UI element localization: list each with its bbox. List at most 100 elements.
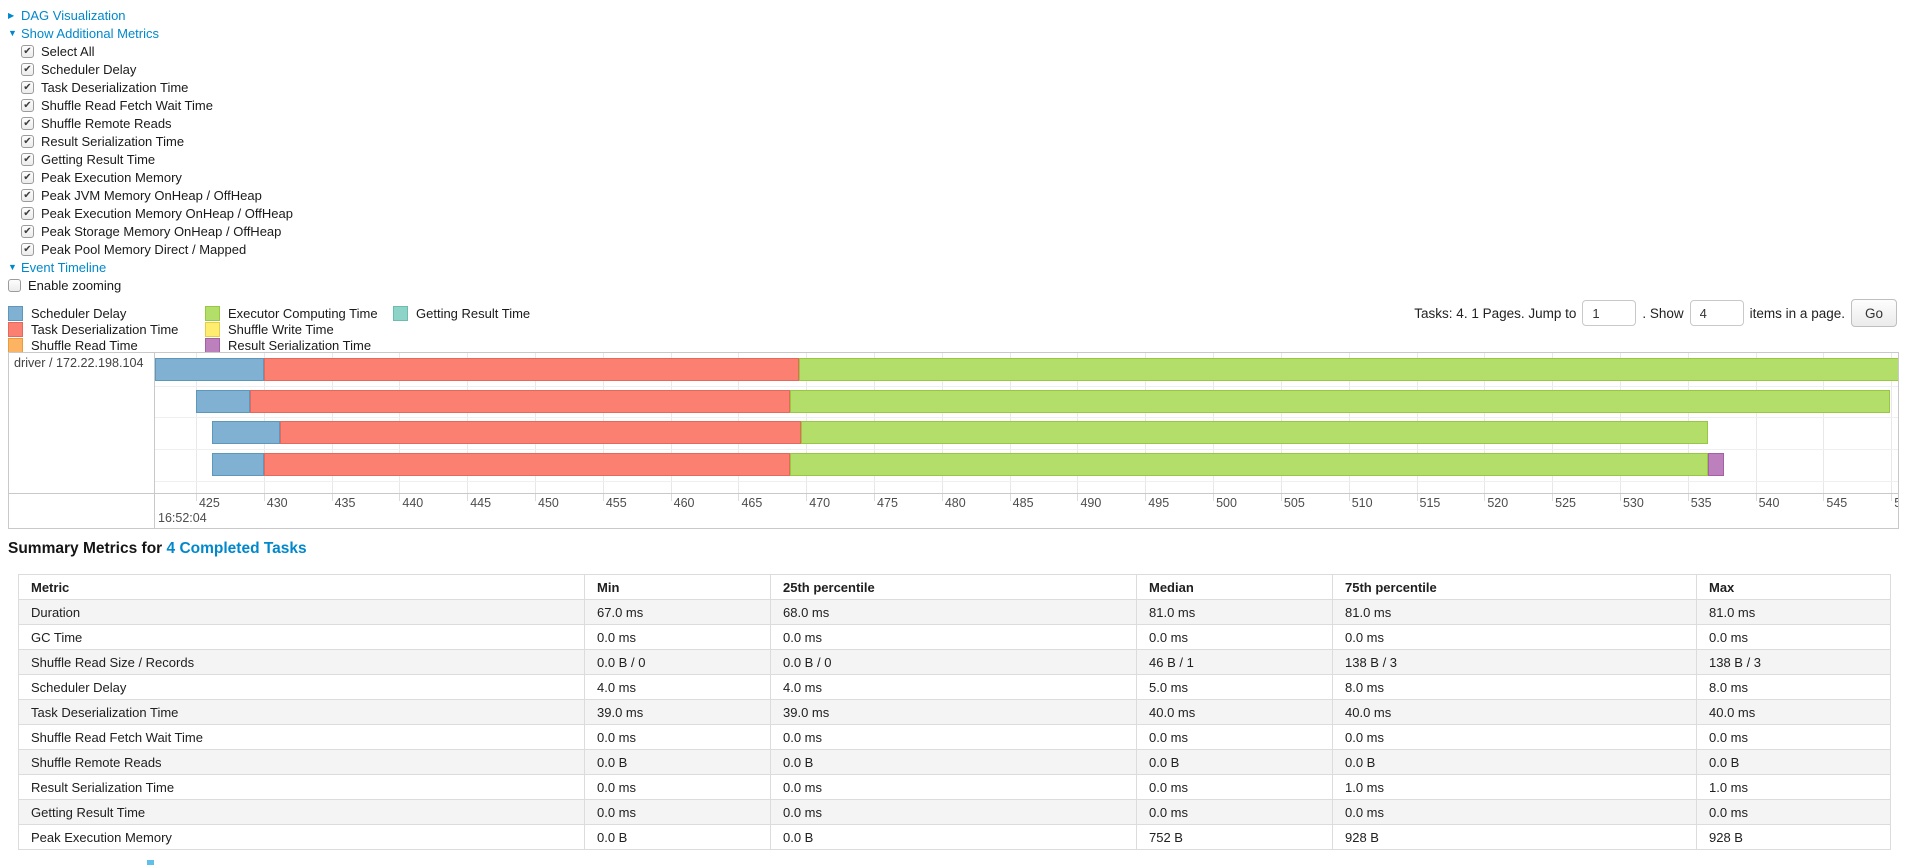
- checkbox-checked-icon[interactable]: ✔: [21, 188, 34, 202]
- task-segment-result-serialization[interactable]: [1708, 453, 1725, 477]
- axis-tick-label: 525: [1555, 496, 1577, 510]
- metric-checkbox-row[interactable]: ✔ Peak Storage Memory OnHeap / OffHeap: [21, 222, 293, 240]
- metric-name-cell: Duration: [18, 599, 585, 625]
- metric-value-cell: 46 B / 1: [1136, 649, 1333, 675]
- task-segment-executor-computing[interactable]: [799, 358, 1898, 381]
- table-row: Task Deserialization Time 39.0 ms 39.0 ms 4…: [18, 699, 1891, 725]
- checkbox-label: Scheduler Delay: [41, 61, 137, 77]
- metric-checkbox-row[interactable]: ✔ Result Serialization Time: [21, 132, 293, 150]
- task-segment-task-deserialization[interactable]: [280, 421, 801, 445]
- metric-checkbox-row[interactable]: ✔ Peak Pool Memory Direct / Mapped: [21, 240, 293, 258]
- axis-tick: [1687, 494, 1689, 501]
- jump-to-page-input[interactable]: [1582, 300, 1637, 326]
- show-additional-metrics-toggle[interactable]: ▼ Show Additional Metrics: [8, 24, 293, 42]
- axis-major-label: 16:52:04: [158, 511, 207, 525]
- enable-zooming-checkbox[interactable]: [8, 278, 21, 292]
- axis-tick: [1619, 494, 1621, 501]
- metric-checkbox-row[interactable]: ✔ Shuffle Remote Reads: [21, 114, 293, 132]
- checkbox-checked-icon[interactable]: ✔: [21, 134, 34, 148]
- task-segment-task-deserialization[interactable]: [250, 389, 790, 413]
- task-bar[interactable]: [155, 389, 1898, 413]
- checkbox-checked-icon[interactable]: ✔: [21, 44, 34, 58]
- task-segment-task-deserialization[interactable]: [263, 453, 790, 477]
- checkbox-checked-icon[interactable]: ✔: [21, 242, 34, 256]
- legend-item: Scheduler Delay: [8, 305, 205, 321]
- axis-tick-label: 435: [334, 496, 356, 510]
- task-bar[interactable]: [155, 421, 1898, 445]
- metric-value-cell: 40.0 ms: [1696, 699, 1891, 725]
- metric-name-cell: Shuffle Read Size / Records: [18, 649, 585, 675]
- axis-tick: [738, 494, 740, 501]
- checkbox-checked-icon[interactable]: ✔: [21, 152, 34, 166]
- axis-tick-label: 480: [944, 496, 966, 510]
- timeline-axis: 16:52:04 425 430 435 440 445 450 455 460 465 470 4…: [9, 493, 1898, 528]
- metric-name-cell: Result Serialization Time: [18, 774, 585, 800]
- task-bar[interactable]: [155, 358, 1898, 381]
- metric-checkbox-row[interactable]: ✔ Task Deserialization Time: [21, 78, 293, 96]
- metric-checkbox-row[interactable]: ✔ Peak JVM Memory OnHeap / OffHeap: [21, 186, 293, 204]
- axis-tick: [1077, 494, 1079, 501]
- axis-tick: [806, 494, 808, 501]
- checkbox-checked-icon[interactable]: ✔: [21, 98, 34, 112]
- metric-value-cell: 0.0 ms: [1136, 799, 1333, 825]
- column-header: 75th percentile: [1332, 574, 1697, 600]
- completed-tasks-link[interactable]: 4 Completed Tasks: [166, 540, 307, 557]
- metric-checkbox-row[interactable]: ✔ Select All: [21, 42, 293, 60]
- grid-line: [1823, 353, 1825, 493]
- legend-swatch-icon: [8, 305, 23, 321]
- caret-down-icon: ▼: [8, 262, 17, 272]
- event-timeline-toggle[interactable]: ▼ Event Timeline: [8, 258, 293, 276]
- axis-tick-label: 450: [538, 496, 559, 510]
- task-segment-executor-computing[interactable]: [789, 389, 1890, 413]
- axis-tick-label: 495: [1148, 496, 1170, 510]
- go-button[interactable]: Go: [1850, 299, 1897, 327]
- metric-name-cell: Shuffle Read Fetch Wait Time: [18, 724, 585, 750]
- page-size-input[interactable]: [1689, 300, 1744, 326]
- task-segment-task-deserialization[interactable]: [263, 358, 800, 381]
- table-row: Shuffle Read Size / Records 0.0 B / 0 0.0 …: [18, 649, 1891, 675]
- axis-tick-label: 505: [1283, 496, 1305, 510]
- checkbox-label: Peak JVM Memory OnHeap / OffHeap: [41, 187, 262, 203]
- column-header: Min: [584, 574, 771, 600]
- dag-visualization-toggle[interactable]: ▶ DAG Visualization: [8, 6, 293, 24]
- axis-tick: [670, 494, 672, 501]
- checkbox-label: Select All: [41, 43, 95, 59]
- column-header: Median: [1136, 574, 1333, 600]
- checkbox-checked-icon[interactable]: ✔: [21, 80, 34, 94]
- checkbox-checked-icon[interactable]: ✔: [21, 116, 34, 130]
- metric-checkbox-row[interactable]: ✔ Getting Result Time: [21, 150, 293, 168]
- checkbox-checked-icon[interactable]: ✔: [21, 62, 34, 76]
- metric-name-cell: Getting Result Time: [18, 799, 585, 825]
- axis-tick: [1145, 494, 1147, 501]
- checkbox-checked-icon[interactable]: ✔: [21, 170, 34, 184]
- metric-checkbox-row[interactable]: ✔ Peak Execution Memory: [21, 168, 293, 186]
- metric-value-cell: 0.0 ms: [1332, 624, 1697, 650]
- task-bar[interactable]: [155, 453, 1898, 477]
- checkbox-label: Shuffle Remote Reads: [41, 115, 172, 131]
- task-segment-scheduler-delay[interactable]: [195, 389, 251, 413]
- task-segment-executor-computing[interactable]: [800, 421, 1709, 445]
- task-segment-executor-computing[interactable]: [789, 453, 1709, 477]
- metric-value-cell: 40.0 ms: [1332, 699, 1697, 725]
- axis-tick: [1416, 494, 1418, 501]
- task-segment-scheduler-delay[interactable]: [212, 421, 281, 445]
- checkbox-checked-icon[interactable]: ✔: [21, 224, 34, 238]
- enable-zooming-label: Enable zooming: [28, 277, 122, 293]
- cut-off-element: [147, 860, 154, 865]
- metric-checkbox-row[interactable]: ✔ Shuffle Read Fetch Wait Time: [21, 96, 293, 114]
- metric-checkbox-row[interactable]: ✔ Scheduler Delay: [21, 60, 293, 78]
- task-segment-scheduler-delay[interactable]: [155, 358, 264, 381]
- legend-label: Shuffle Read Time: [31, 338, 138, 354]
- axis-tick-label: 510: [1351, 496, 1373, 510]
- task-segment-scheduler-delay[interactable]: [212, 453, 264, 477]
- axis-tick-label: 540: [1758, 496, 1780, 510]
- metric-name-cell: GC Time: [18, 624, 585, 650]
- metric-value-cell: 1.0 ms: [1332, 774, 1697, 800]
- axis-tick-label: 530: [1622, 496, 1644, 510]
- legend-swatch-icon: [8, 322, 23, 338]
- metric-value-cell: 0.0 B / 0: [584, 649, 771, 675]
- checkbox-checked-icon[interactable]: ✔: [21, 206, 34, 220]
- table-row: Result Serialization Time 0.0 ms 0.0 ms 0.0…: [18, 774, 1891, 800]
- metric-value-cell: 0.0 ms: [1332, 799, 1697, 825]
- metric-checkbox-row[interactable]: ✔ Peak Execution Memory OnHeap / OffHeap: [21, 204, 293, 222]
